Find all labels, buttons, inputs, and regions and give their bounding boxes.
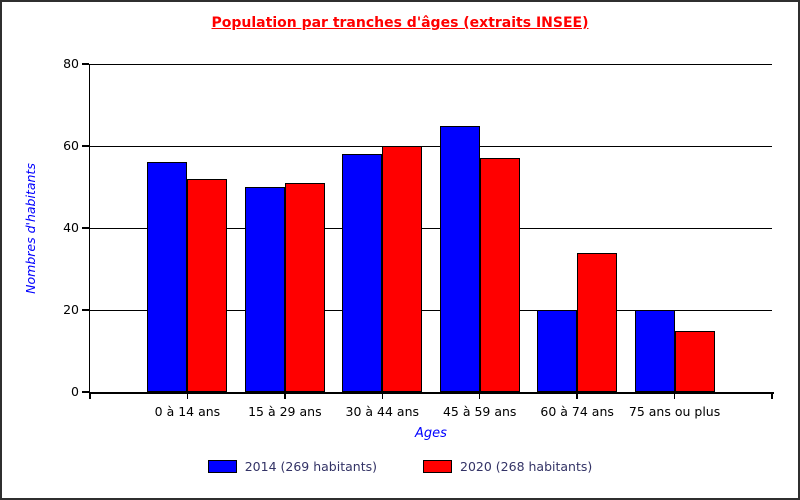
x-category-label-1: 0 à 14 ans <box>154 404 221 419</box>
legend-label-2020: 2020 (268 habitants) <box>460 459 593 474</box>
x-tick-4 <box>478 393 481 399</box>
bar-2020-1 <box>187 178 228 392</box>
bar-2020-6 <box>674 330 715 392</box>
x-category-label-5: 60 à 74 ans <box>540 404 614 419</box>
bar-2020-2 <box>284 182 325 392</box>
y-tick-80 <box>82 63 89 65</box>
legend-item-2014: 2014 (269 habitants) <box>207 459 377 474</box>
gridline-20 <box>90 310 772 311</box>
legend-swatch-2014 <box>207 460 237 473</box>
bar-2014-1 <box>147 162 188 392</box>
bar-2020-3 <box>382 146 423 392</box>
x-tick-6 <box>673 393 676 399</box>
x-tick-5 <box>576 393 578 399</box>
x-axis-line <box>88 392 774 394</box>
x-axis-end-tick <box>771 393 773 399</box>
bar-2020-5 <box>577 252 618 392</box>
x-tick-3 <box>381 393 384 399</box>
y-tick-label-40: 40 <box>63 220 79 235</box>
y-axis-line <box>88 64 90 393</box>
y-tick-label-0: 0 <box>71 384 79 399</box>
y-tick-20 <box>82 309 89 311</box>
plot-area <box>90 64 772 392</box>
bar-2014-2 <box>244 187 285 392</box>
chart-title: Population par tranches d'âges (extraits… <box>211 15 589 31</box>
legend-swatch-2020 <box>423 460 452 473</box>
bar-2014-3 <box>342 154 383 392</box>
legend: 2014 (269 habitants) 2020 (268 habitants… <box>2 459 798 474</box>
x-axis-start-tick <box>89 393 91 399</box>
x-category-label-2: 15 à 29 ans <box>248 404 322 419</box>
y-tick-0 <box>82 391 89 393</box>
x-tick-2 <box>284 393 286 399</box>
bar-2014-6 <box>634 310 675 392</box>
gridline-60 <box>90 146 772 147</box>
y-tick-label-60: 60 <box>63 138 79 153</box>
y-tick-label-20: 20 <box>63 302 79 317</box>
x-tick-1 <box>186 393 189 399</box>
bar-2020-4 <box>479 158 520 392</box>
x-category-label-3: 30 à 44 ans <box>345 404 420 419</box>
bar-2014-4 <box>439 125 480 392</box>
x-category-label-6: 75 ans ou plus <box>628 404 721 419</box>
y-tick-40 <box>82 227 89 229</box>
legend-label-2014: 2014 (269 habitants) <box>244 459 377 474</box>
x-axis-title: Ages <box>415 426 447 441</box>
gridline-80 <box>90 64 772 65</box>
bar-2014-5 <box>537 310 578 392</box>
y-tick-60 <box>82 145 89 147</box>
gridline-40 <box>90 228 772 229</box>
legend-item-2020: 2020 (268 habitants) <box>423 459 592 474</box>
y-tick-label-80: 80 <box>63 56 79 71</box>
x-category-label-4: 45 à 59 ans <box>442 404 517 419</box>
